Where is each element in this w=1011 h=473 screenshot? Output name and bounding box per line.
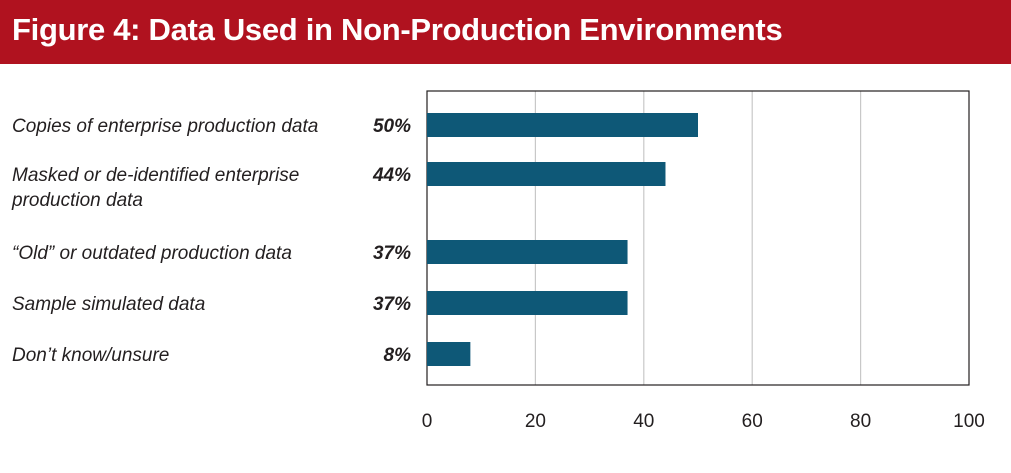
bar <box>427 240 628 264</box>
x-tick-label: 0 <box>422 411 433 432</box>
category-label: “Old” or outdated production data <box>12 243 292 264</box>
figure-title: Figure 4: Data Used in Non-Production En… <box>12 12 783 47</box>
category-label: Sample simulated data <box>12 294 205 315</box>
value-label: 37% <box>373 243 411 264</box>
x-tick-label: 80 <box>850 411 871 432</box>
value-label: 8% <box>384 345 412 366</box>
plot-frame <box>426 90 970 386</box>
value-label: 37% <box>373 294 411 315</box>
x-tick-label: 20 <box>525 411 546 432</box>
bar <box>427 162 666 186</box>
value-label: 50% <box>373 116 411 137</box>
x-tick-label: 40 <box>633 411 654 432</box>
bar <box>427 291 628 315</box>
category-label: Masked or de-identified enterprise produc… <box>11 165 299 211</box>
figure-header: Figure 4: Data Used in Non-Production En… <box>0 0 1011 64</box>
category-label: Copies of enterprise production data <box>12 116 318 137</box>
value-label: 44% <box>372 165 411 186</box>
x-tick-label: 60 <box>742 411 763 432</box>
bar <box>427 113 698 137</box>
category-label: Don’t know/unsure <box>12 345 169 366</box>
bar <box>427 342 471 366</box>
x-tick-label: 100 <box>953 411 985 432</box>
